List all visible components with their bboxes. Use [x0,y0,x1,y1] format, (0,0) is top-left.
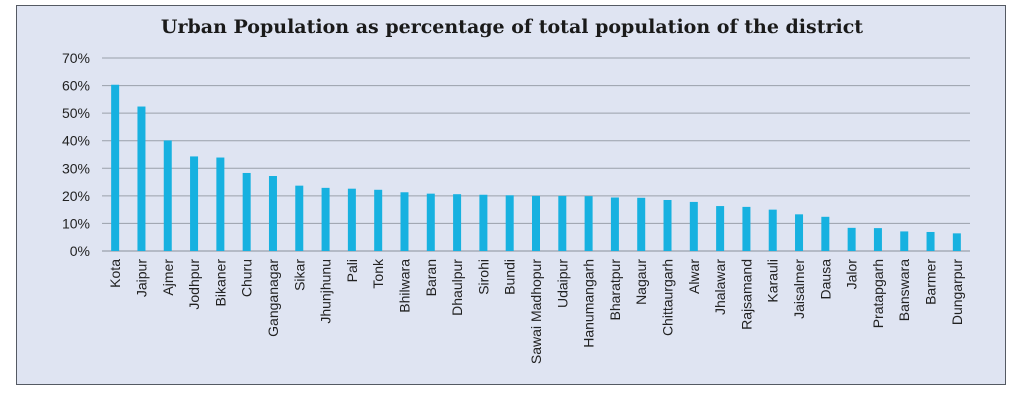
chart-frame: Urban Population as percentage of total … [16,5,1006,385]
bar [426,193,435,251]
y-tick-label: 10% [62,215,90,231]
x-tick-label: Sirohi [475,259,491,295]
x-tick-label: Barmer [923,259,939,305]
chart-title: Urban Population as percentage of total … [160,16,864,38]
y-tick-label: 70% [62,50,90,66]
bar [453,194,462,251]
bar [321,187,330,251]
x-tick-label: Baran [423,259,439,296]
x-tick-label: Karauli [765,259,781,303]
x-tick-label: Bikaner [212,259,228,307]
bars [111,84,961,251]
bar [610,197,619,251]
x-tick-label: Sawai Madhopur [528,259,544,364]
y-axis-ticks: 0% 10% 20% 30% 40% 50% 60% 70% [62,50,90,259]
bar [952,233,961,251]
bar [242,172,251,251]
x-tick-label: Sikar [291,259,307,291]
bar [400,192,409,251]
x-tick-label: Churu [239,259,255,297]
y-tick-label: 40% [62,133,90,149]
x-tick-label: Ajmer [160,259,176,296]
bar [742,206,751,251]
bar [295,185,304,251]
bar [584,196,593,251]
x-tick-label: Bhilwara [396,259,412,313]
x-tick-label: Bundi [502,259,518,295]
bar [900,231,909,251]
bar [216,157,225,251]
bar [689,201,698,251]
x-tick-label: Ganganagar [265,259,281,337]
bar [768,209,777,251]
x-tick-label: Jaipur [133,259,149,297]
x-axis-labels: Kota Jaipur Ajmer Jodhpur Bikaner Churu Gangan… [107,258,965,364]
bar [137,106,146,251]
x-tick-label: Dausa [817,259,833,300]
bar [532,195,540,251]
bar [505,195,514,251]
y-tick-label: 60% [62,78,90,94]
bar [847,227,856,251]
bar [479,194,488,251]
y-tick-label: 30% [62,160,90,176]
x-tick-label: Bharatpur [607,259,623,321]
y-tick-label: 20% [62,188,90,204]
x-tick-label: Jhunjhunu [318,259,334,324]
bar [374,189,383,251]
x-tick-label: Dhaulpur [449,259,465,316]
bar [716,206,725,251]
x-tick-label: Jodhpur [186,259,202,310]
y-tick-label: 50% [62,105,90,121]
x-tick-label: Rajsamand [738,259,754,330]
x-tick-label: Tonk [370,258,386,289]
x-tick-label: Jaisalmer [791,259,807,319]
bar [821,216,830,251]
bar [111,84,120,251]
bar [663,199,672,251]
bar [873,228,882,251]
x-tick-label: Dungarpur [949,259,965,325]
x-tick-label: Chittaurgarh [660,259,676,336]
bar [347,188,356,251]
x-tick-label: Kota [107,259,123,288]
x-tick-label: Alwar [686,259,702,294]
x-tick-label: Hanumangarh [581,259,597,348]
bar [637,197,646,251]
bar [268,176,277,251]
bar [795,214,804,251]
x-tick-label: Jalor [844,259,860,290]
bar [190,156,199,251]
x-tick-label: Jhalawar [712,259,728,315]
x-tick-label: Banswara [896,259,912,321]
x-tick-label: Nagaur [633,259,649,305]
x-tick-label: Pratapgarh [870,259,886,328]
x-tick-label: Udaipur [554,259,570,308]
bar [163,140,172,251]
bar-chart: 0% 10% 20% 30% 40% 50% 60% 70% Kota Jaipur Ajmer J… [62,50,970,364]
bar [926,231,935,251]
x-tick-label: Pali [344,259,360,282]
bar [558,195,567,251]
y-tick-label: 0% [70,243,90,259]
